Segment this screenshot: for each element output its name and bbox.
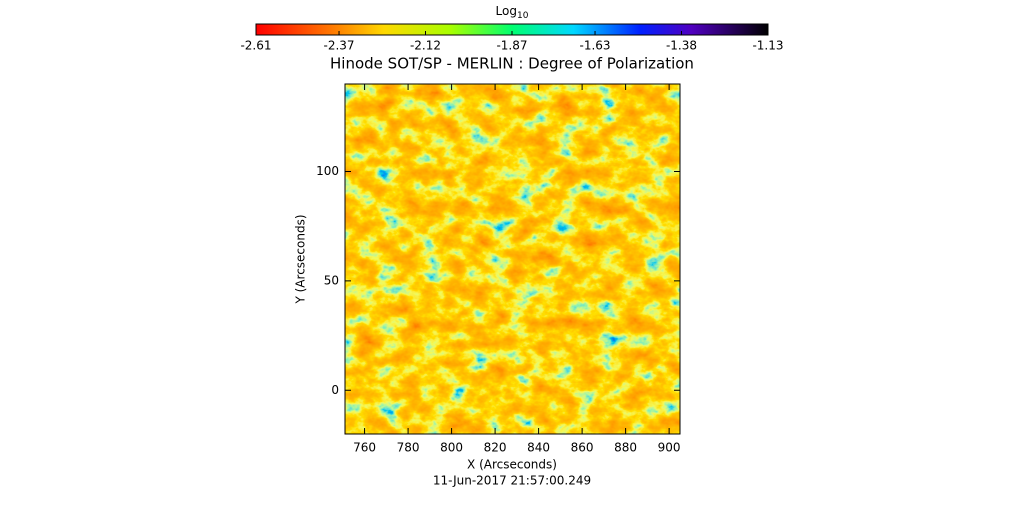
plot-frame bbox=[344, 83, 681, 435]
colorbar-tick-label: -1.87 bbox=[496, 39, 527, 53]
colorbar-tick-label: -1.63 bbox=[579, 39, 610, 53]
x-tick-label: 820 bbox=[484, 441, 507, 455]
colorbar-tick-label: -2.61 bbox=[240, 39, 271, 53]
x-tick-label: 760 bbox=[353, 441, 376, 455]
colorbar-tick-label: -1.38 bbox=[666, 39, 697, 53]
timestamp: 11-Jun-2017 21:57:00.249 bbox=[433, 474, 591, 488]
y-axis-label: Y (Arcseconds) bbox=[294, 214, 308, 304]
x-tick-label: 800 bbox=[440, 441, 463, 455]
y-tick-label: 50 bbox=[324, 273, 339, 287]
colorbar-tick-label: -2.12 bbox=[410, 39, 441, 53]
colorbar-tick-label: -2.37 bbox=[323, 39, 354, 53]
colorbar-title: Log10 bbox=[496, 4, 529, 21]
x-tick-label: 860 bbox=[571, 441, 594, 455]
colorbar-tick-label: -1.13 bbox=[752, 39, 783, 53]
y-tick-label: 100 bbox=[316, 164, 339, 178]
x-tick-label: 880 bbox=[614, 441, 637, 455]
y-tick-label: 0 bbox=[331, 383, 339, 397]
x-tick-label: 900 bbox=[658, 441, 681, 455]
polarization-map bbox=[345, 84, 680, 434]
x-axis-label: X (Arcseconds) bbox=[467, 458, 557, 472]
chart-title: Hinode SOT/SP - MERLIN : Degree of Polar… bbox=[330, 55, 694, 73]
x-tick-label: 780 bbox=[397, 441, 420, 455]
x-tick-label: 840 bbox=[527, 441, 550, 455]
